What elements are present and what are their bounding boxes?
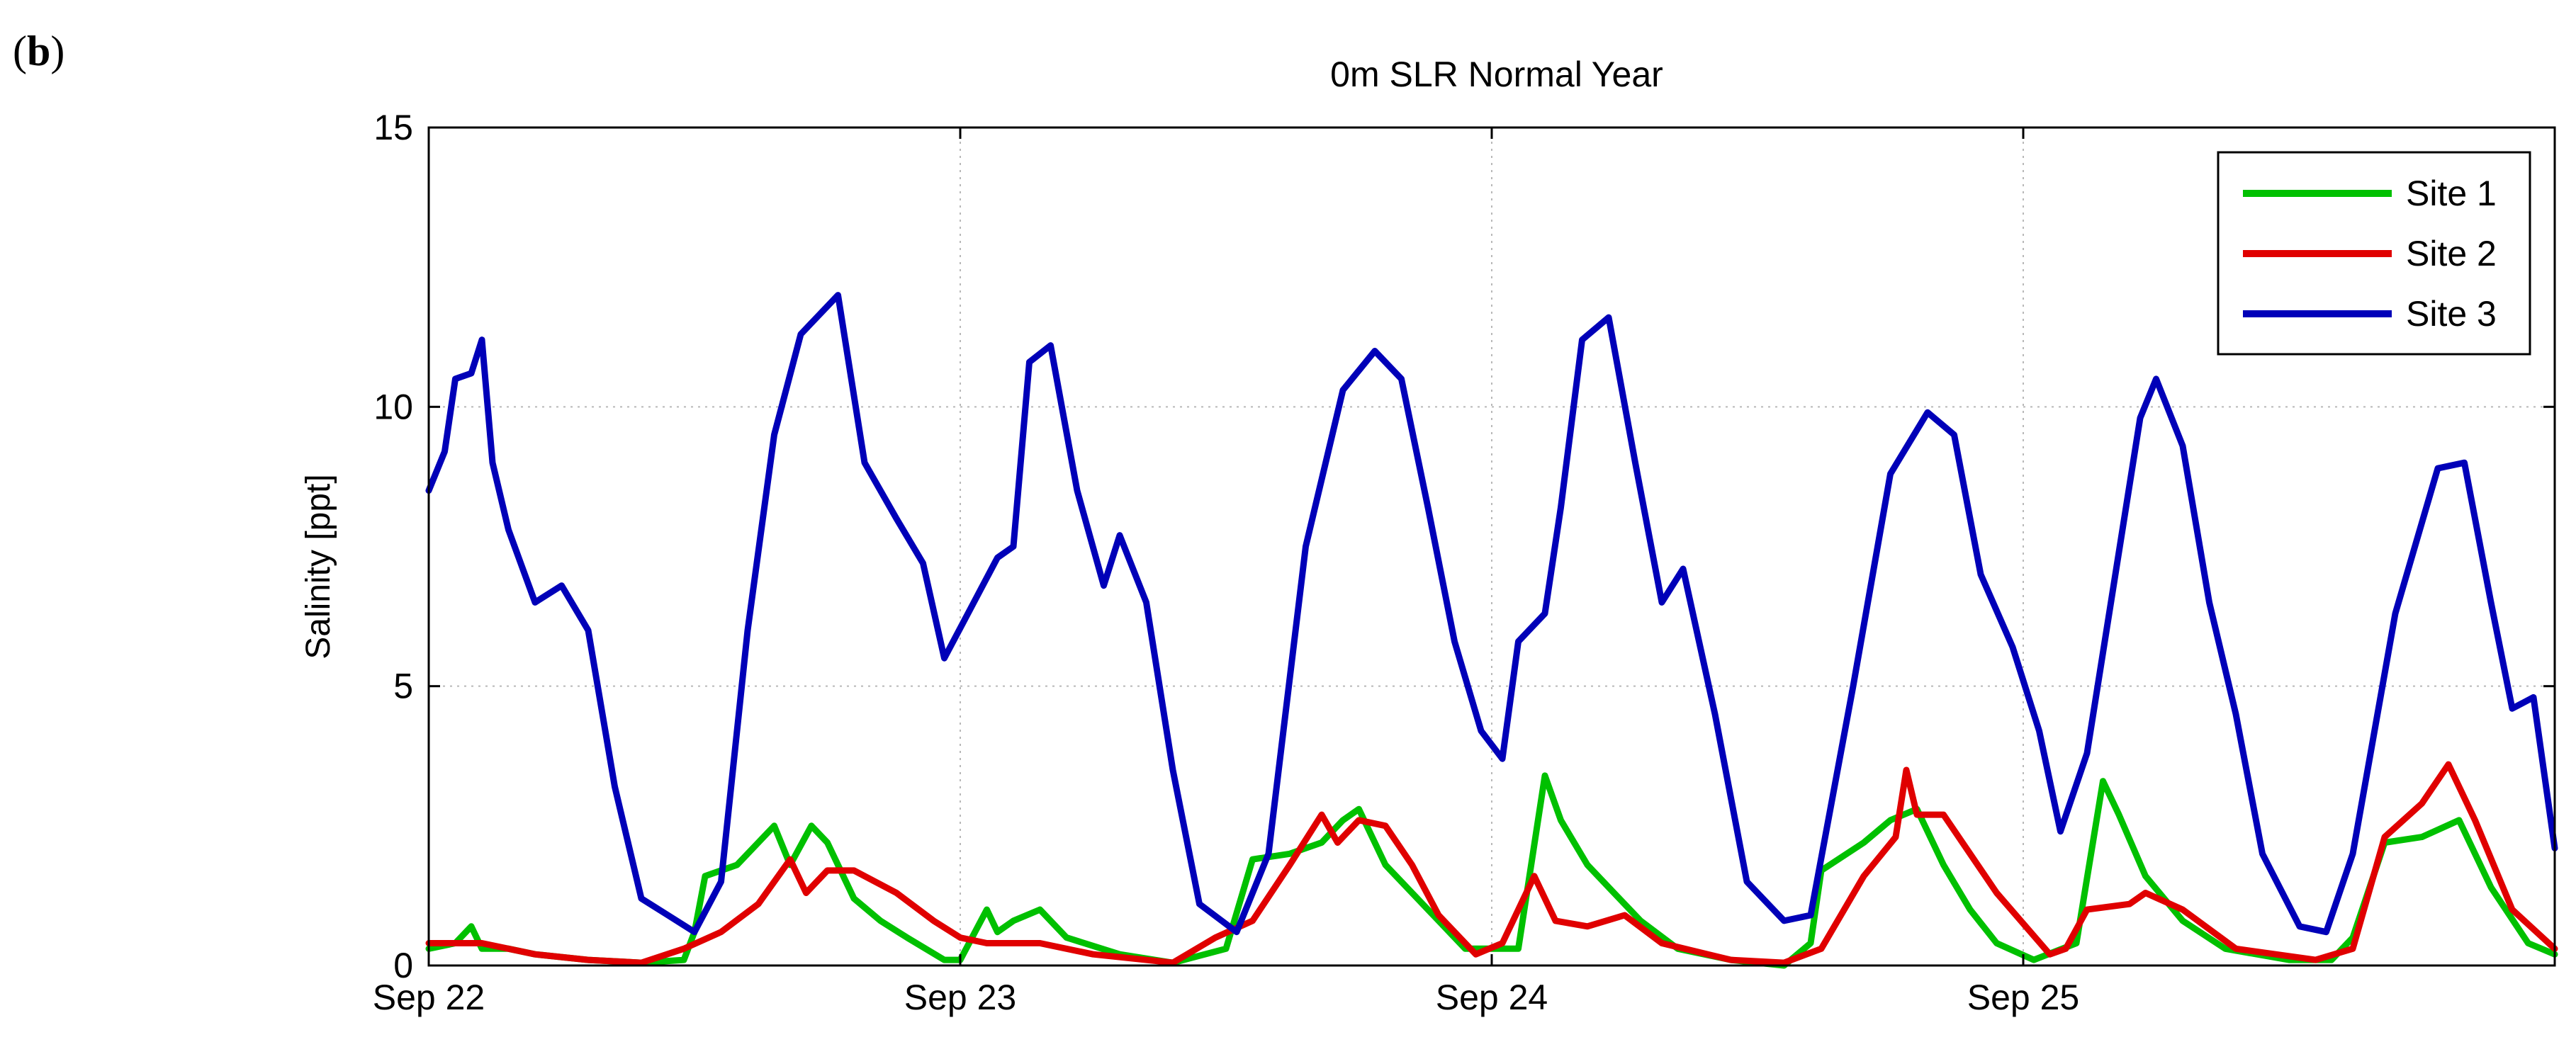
series-line-site-1: [425, 772, 2558, 969]
y-axis-label: Salinity [ppt]: [300, 474, 337, 659]
x-tick-label: Sep 24: [1436, 978, 1548, 1017]
legend: Site 1 Site 2 Site 3: [2217, 151, 2531, 356]
y-tick-label: 15: [373, 108, 413, 147]
series-line-site-2: [425, 761, 2558, 966]
x-tick-label: Sep 23: [904, 978, 1016, 1017]
x-tick-label: Sep 25: [1967, 978, 2079, 1017]
x-tick-label: Sep 22: [373, 978, 485, 1017]
panel-label: (b): [13, 28, 64, 74]
series-lines: [425, 292, 2558, 969]
y-tick-label: 5: [393, 667, 413, 706]
legend-label-site-1: Site 1: [2406, 174, 2497, 213]
axis-ticks: Sep 22 Sep 23 Sep 24 Sep 25 0 5 10 15: [373, 108, 2555, 1017]
chart-title: 0m SLR Normal Year: [1330, 55, 1663, 94]
legend-label-site-3: Site 3: [2406, 294, 2497, 334]
y-tick-label: 0: [393, 946, 413, 985]
legend-label-site-2: Site 2: [2406, 234, 2497, 273]
y-tick-label: 10: [373, 387, 413, 426]
series-line-site-3: [425, 292, 2558, 936]
